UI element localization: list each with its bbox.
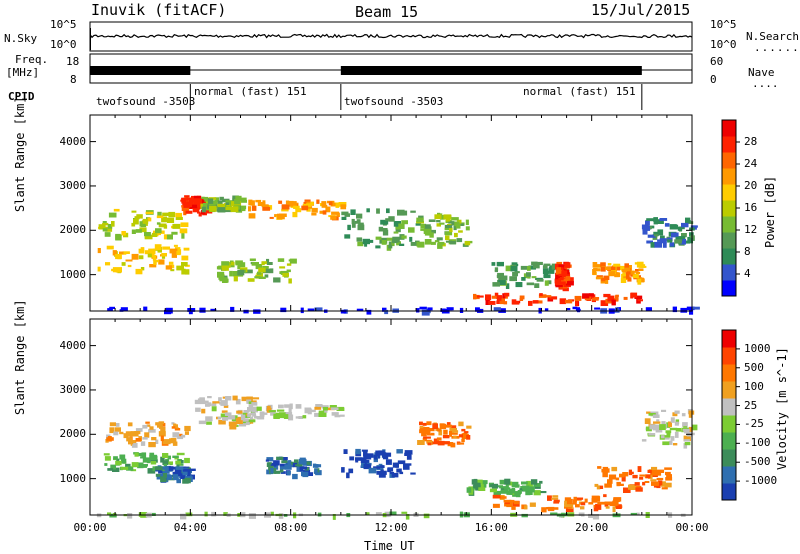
velocity-cbar-tick-1: 500 bbox=[744, 360, 764, 374]
velocity-colorbar-label: Velocity [m s^-1] bbox=[775, 347, 789, 470]
velocity-ytick-2000: 2000 bbox=[59, 427, 87, 441]
xtick-6: 00:00 bbox=[675, 521, 709, 534]
power-ytick-3000: 3000 bbox=[59, 178, 87, 192]
power-colorbar-label: Power [dB] bbox=[763, 175, 777, 248]
power-ytick-1000: 1000 bbox=[59, 267, 87, 281]
velocity-ylabel: Slant Range [km] bbox=[13, 299, 27, 415]
velocity-ytick-1000: 1000 bbox=[59, 471, 87, 485]
cpid-segment-label-4: normal (fast) 151 bbox=[523, 85, 636, 98]
velocity-ytick-4000: 4000 bbox=[59, 338, 87, 352]
cpid-segment-label-3: twofsound -3503 bbox=[344, 95, 444, 108]
xtick-3: 12:00 bbox=[374, 521, 408, 534]
nsearch-dotted-legend: ........ bbox=[754, 41, 800, 54]
velocity-cbar-tick-2: 100 bbox=[744, 379, 764, 393]
velocity-cbar-tick-7: -1000 bbox=[744, 474, 778, 488]
cpid-label: CPID bbox=[8, 90, 35, 103]
nave-label: Nave bbox=[748, 66, 775, 79]
nave-tick-low: 0 bbox=[710, 73, 717, 86]
power-cbar-tick-4: 20 bbox=[744, 179, 758, 192]
velocity-xlabel: Time UT bbox=[364, 539, 415, 553]
velocity-cbar-tick-3: 25 bbox=[744, 398, 758, 412]
power-cbar-tick-6: 28 bbox=[744, 135, 758, 148]
power-cbar-tick-5: 24 bbox=[744, 157, 758, 170]
freq-panel bbox=[89, 53, 693, 84]
velocity-cbar-tick-0: 1000 bbox=[744, 341, 771, 355]
velocity-colorbar bbox=[721, 329, 740, 501]
xtick-1: 04:00 bbox=[173, 521, 207, 534]
beam-title: Beam 15 bbox=[355, 3, 419, 21]
velocity-cbar-tick-6: -500 bbox=[744, 455, 771, 469]
noise-tick-right-high: 10^5 bbox=[710, 18, 737, 31]
velocity-ytick-3000: 3000 bbox=[59, 382, 87, 396]
nsearch-label: N.Search bbox=[746, 30, 799, 43]
date-title: 15/Jul/2015 bbox=[591, 1, 691, 19]
freq-label: Freq. bbox=[15, 53, 49, 66]
velocity-panel bbox=[89, 318, 698, 520]
cpid-segment-label-2: normal (fast) 151 bbox=[194, 85, 307, 98]
xtick-0: 00:00 bbox=[73, 521, 107, 534]
nave-tick-high: 60 bbox=[710, 55, 724, 68]
velocity-cbar-tick-5: -100 bbox=[744, 436, 771, 450]
velocity-cbar-tick-4: -25 bbox=[744, 417, 764, 431]
noise-tick-left-high: 10^5 bbox=[50, 18, 77, 31]
xtick-5: 20:00 bbox=[575, 521, 609, 534]
noise-tick-left-low: 10^0 bbox=[50, 38, 77, 51]
power-cbar-tick-3: 16 bbox=[744, 201, 758, 214]
station-title: Inuvik (fitACF) bbox=[91, 1, 227, 19]
nsky-label: N.Sky bbox=[4, 32, 38, 45]
power-ytick-4000: 4000 bbox=[59, 134, 87, 148]
cpid-segment-label-1: twofsound -3503 bbox=[96, 95, 196, 108]
nave-dotted-legend: .... bbox=[752, 77, 779, 90]
noise-panel bbox=[89, 21, 693, 52]
freq-unit-label: [MHz] bbox=[6, 66, 40, 79]
power-ytick-2000: 2000 bbox=[59, 223, 87, 237]
power-ylabel: Slant Range [km] bbox=[13, 96, 27, 212]
noise-tick-right-low: 10^0 bbox=[710, 38, 737, 51]
freq-tick-low: 8 bbox=[70, 73, 77, 86]
power-cbar-tick-2: 12 bbox=[744, 223, 758, 236]
xtick-2: 08:00 bbox=[274, 521, 308, 534]
xtick-4: 16:00 bbox=[474, 521, 508, 534]
power-cbar-tick-1: 8 bbox=[744, 245, 751, 258]
power-colorbar bbox=[721, 119, 740, 297]
freq-tick-high: 18 bbox=[66, 55, 80, 68]
power-panel bbox=[89, 114, 700, 316]
power-cbar-tick-0: 4 bbox=[744, 267, 751, 280]
